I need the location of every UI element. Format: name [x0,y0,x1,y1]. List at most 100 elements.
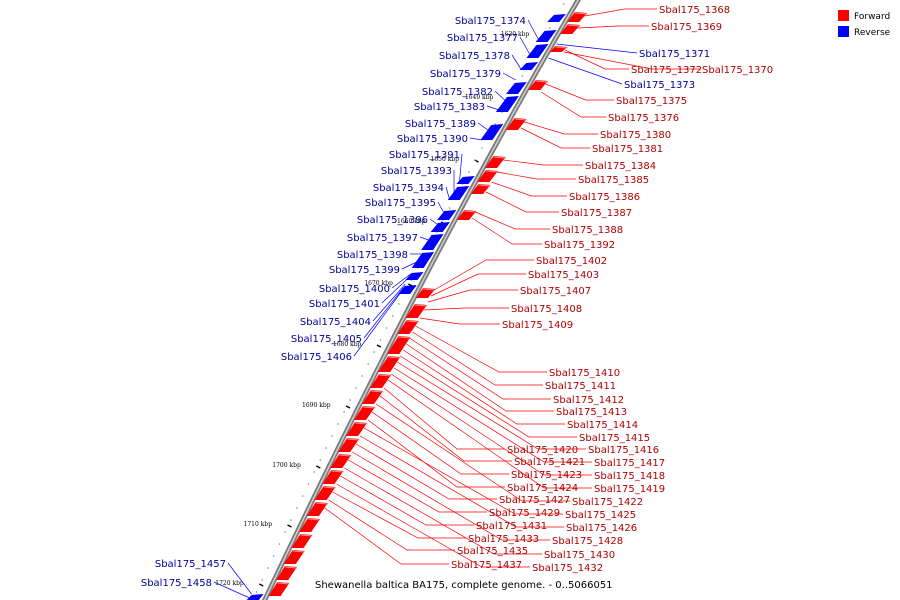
minor-tick [319,459,322,461]
forward-leader-line [520,127,590,149]
reverse-gene-feature [480,124,504,140]
reverse-gene-feature [456,176,475,184]
reverse-gene-feature [547,14,566,22]
forward-gene-edge [493,156,506,159]
tick-mark [315,465,321,469]
forward-leader-line [427,289,518,303]
reverse-gene-feature [519,62,539,70]
forward-gene-feature [322,470,344,484]
forward-gene-edge [423,288,436,291]
reverse-gene-label: Sbal175_1382 [422,87,493,98]
forward-leader-line [390,373,592,476]
minor-tick [355,387,357,389]
forward-gene-edge [363,406,376,409]
forward-gene-label: Sbal175_1410 [549,368,620,379]
reverse-gene-label: Sbal175_1371 [639,49,710,60]
forward-gene-label: Sbal175_1402 [536,256,607,267]
forward-gene-label: Sbal175_1384 [585,161,656,172]
forward-gene-edge [300,534,313,537]
tick-label: 1720 kbp [215,580,244,587]
minor-tick [398,303,400,305]
reverse-gene-feature [430,222,450,232]
forward-gene-label: Sbal175_1429 [489,508,560,519]
tick-mark [345,405,351,409]
reverse-leader-line [429,218,438,225]
forward-gene-feature [268,582,290,596]
forward-gene-edge [414,304,427,307]
forward-leader-line [545,83,614,101]
tick-label: 1680 kbp [333,341,362,348]
forward-gene-label: Sbal175_1412 [553,395,624,406]
forward-leader-line [491,181,567,197]
forward-gene-label: Sbal175_1411 [545,381,616,392]
reverse-gene-label: Sbal175_1383 [414,102,485,113]
minor-tick [379,339,382,341]
reverse-leader-line [548,57,623,85]
forward-gene-label: Sbal175_1418 [594,471,665,482]
forward-gene-label: Sbal175_1420 [507,445,578,456]
forward-leader-line [412,331,543,386]
forward-gene-feature [485,156,506,168]
forward-gene-edge [388,356,401,359]
forward-gene-feature [283,550,305,564]
forward-gene-edge [398,336,411,339]
forward-gene-label: Sbal175_1425 [565,510,636,521]
minor-tick [331,435,333,437]
forward-leader-line [584,8,657,17]
forward-gene-edge [284,566,297,569]
minor-tick [562,3,565,5]
forward-gene-feature [567,12,588,22]
tick-label: 1700 kbp [272,462,301,469]
forward-leader-line [403,349,565,425]
reverse-gene-label: Sbal175_1390 [397,134,468,145]
reverse-gene-label: Sbal175_1394 [373,183,444,194]
tick-mark [376,344,382,348]
minor-tick [325,447,327,449]
reverse-gene-label: Sbal175_1406 [281,352,352,363]
reverse-leader-line [419,236,429,241]
forward-gene-edge [379,374,392,377]
forward-gene-label: Sbal175_1375 [616,96,687,107]
reverse-leader-line [519,36,531,56]
forward-gene-edge [371,390,384,393]
forward-leader-line [415,325,547,373]
forward-gene-feature [387,336,411,354]
reverse-gene-feature [405,272,424,280]
forward-gene-feature [378,356,401,372]
forward-gene-label: Sbal175_1387 [561,208,632,219]
forward-gene-feature [370,374,392,388]
forward-gene-edge [555,46,568,49]
forward-gene-edge [331,470,344,473]
forward-leader-line [371,411,509,475]
reverse-gene-label: Sbal175_1377 [447,33,518,44]
forward-leader-line [563,51,700,70]
minor-tick [367,363,370,365]
forward-gene-label: Sbal175_1424 [507,483,578,494]
reverse-leader-line [227,562,252,595]
forward-gene-feature [354,406,376,420]
forward-leader-line [375,403,570,502]
reverse-leader-line [459,153,463,183]
minor-tick [448,207,451,209]
forward-leader-line [332,491,466,539]
reverse-gene-feature [495,96,519,112]
minor-tick [361,375,363,377]
forward-gene-edge [277,582,290,585]
forward-leader-line [524,121,598,135]
forward-gene-edge [347,438,360,441]
forward-gene-edge [514,118,527,121]
forward-leader-line [400,355,577,438]
forward-gene-feature [457,210,477,220]
forward-gene-feature [505,118,527,130]
forward-leader-line [359,435,564,528]
forward-gene-label: Sbal175_1388 [552,225,623,236]
reverse-leader-line [353,291,402,357]
tick-label: 1660 kbp [397,218,426,225]
forward-gene-label: Sbal175_1368 [659,5,730,16]
forward-gene-label: Sbal175_1421 [514,457,585,468]
legend-reverse-swatch [838,26,849,37]
minor-tick [307,483,310,485]
forward-leader-line [324,507,449,565]
reverse-gene-feature [411,252,435,268]
